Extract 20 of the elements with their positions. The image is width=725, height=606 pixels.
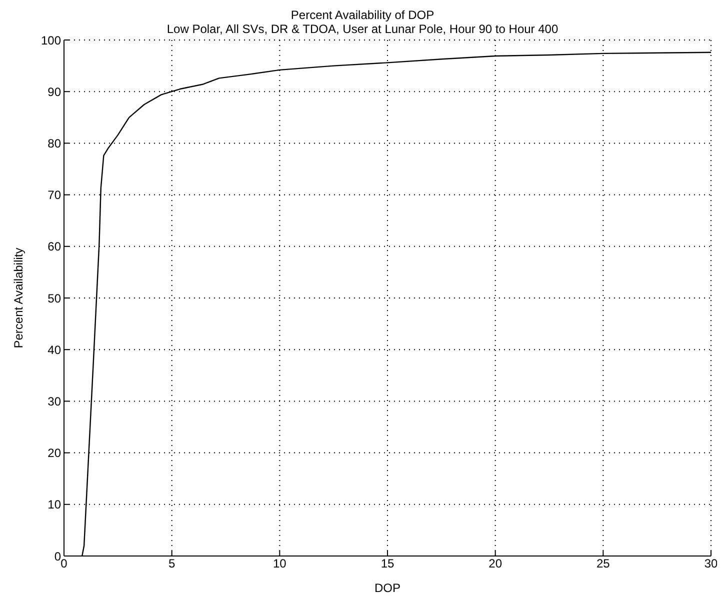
y-tick-label: 100 bbox=[40, 33, 62, 48]
y-tick-label: 60 bbox=[48, 240, 62, 254]
x-tick-label: 30 bbox=[704, 556, 718, 571]
y-tick-label: 50 bbox=[48, 291, 62, 306]
y-tick-label: 20 bbox=[48, 446, 62, 460]
x-tick-label: 5 bbox=[168, 556, 176, 571]
x-tick-label: 15 bbox=[380, 556, 394, 571]
y-tick-label: 40 bbox=[48, 342, 62, 357]
x-tick-label: 25 bbox=[596, 556, 610, 571]
x-axis-title: DOP bbox=[374, 581, 401, 595]
y-tick-label: 90 bbox=[48, 84, 62, 99]
x-tick-label: 10 bbox=[272, 556, 287, 571]
chart-subtitle: Low Polar, All SVs, DR & TDOA, User at Lunar Pole, Hour 90 to Hour 400 bbox=[166, 22, 558, 36]
y-tick-label: 10 bbox=[48, 498, 62, 512]
y-tick-label: 70 bbox=[48, 188, 62, 202]
chart-title: Percent Availability of DOP bbox=[290, 8, 436, 22]
y-tick-label: 80 bbox=[48, 136, 62, 150]
y-tick-label: 30 bbox=[48, 394, 62, 408]
y-axis-title: Percent Availability bbox=[11, 248, 26, 348]
x-tick-label: 20 bbox=[488, 556, 502, 571]
